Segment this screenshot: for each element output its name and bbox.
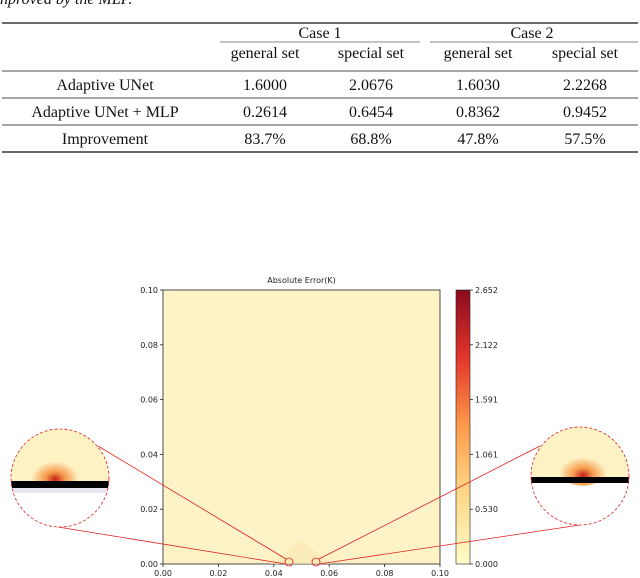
cell: 0.9452	[563, 104, 607, 121]
colorbar	[455, 289, 471, 565]
zoom-line	[57, 526, 287, 565]
colorbar-tick-label: 0.000	[475, 560, 498, 569]
colorbar-tick-label: 0.530	[475, 505, 498, 514]
cell: 0.8362	[456, 104, 500, 121]
cell: 1.6000	[243, 77, 287, 94]
zoom-line	[97, 445, 287, 560]
y-tick-label: 0.08	[140, 341, 158, 350]
zoom-circle	[530, 426, 630, 526]
zoom-line	[318, 524, 581, 565]
cell: 0.2614	[243, 104, 287, 121]
column-header: special set	[338, 45, 405, 62]
cell: 2.0676	[349, 77, 393, 94]
row-label: Improvement	[62, 131, 149, 148]
y-tick-label: 0.04	[140, 450, 158, 459]
cell: 83.7%	[244, 131, 285, 148]
x-tick-label: 0.10	[431, 569, 449, 578]
x-tick-label: 0.00	[154, 569, 172, 578]
cell: 2.2268	[563, 77, 607, 94]
x-tick-label: 0.04	[265, 569, 283, 578]
row-label: Adaptive UNet	[56, 77, 154, 94]
table: Case 1 Case 2 general set special set genera…	[2, 22, 638, 153]
zoom-left	[11, 429, 109, 527]
group-header: Case 1	[298, 25, 341, 42]
cell: 47.8%	[457, 131, 498, 148]
x-tick-label: 0.06	[320, 569, 338, 578]
y-tick-label: 0.02	[140, 505, 158, 514]
caption: nproved by the MLP.	[0, 0, 132, 8]
y-tick-label: 0.06	[140, 396, 158, 405]
column-header: general set	[231, 45, 300, 62]
figure-title: Absolute Error(K)	[267, 276, 336, 285]
colorbar-tick-label: 1.061	[475, 450, 498, 459]
heatmap	[162, 289, 441, 565]
cell: 1.6030	[456, 77, 500, 94]
figure: Absolute Error(K) 0.00 0.02 0.04 0.06 0.08 0.1…	[10, 276, 630, 578]
colorbar-tick-label: 1.591	[475, 396, 498, 405]
column-header: special set	[552, 45, 619, 62]
column-header: general set	[444, 45, 513, 62]
zoom-line	[318, 445, 541, 560]
x-tick-label: 0.08	[376, 569, 394, 578]
x-tick-label: 0.02	[209, 569, 227, 578]
y-tick-label: 0.00	[140, 560, 158, 569]
cell: 0.6454	[349, 104, 393, 121]
group-header: Case 2	[510, 25, 553, 42]
cell: 68.8%	[350, 131, 391, 148]
zoom-spot	[284, 557, 294, 567]
y-tick-label: 0.10	[140, 286, 158, 295]
cell: 57.5%	[564, 131, 605, 148]
colorbar-tick-label: 2.652	[475, 286, 498, 295]
zoom-right	[531, 427, 629, 525]
zoom-circle	[10, 428, 110, 528]
colorbar-tick-label: 2.122	[475, 341, 498, 350]
row-label: Adaptive UNet + MLP	[31, 104, 178, 121]
zoom-spot	[311, 557, 321, 567]
